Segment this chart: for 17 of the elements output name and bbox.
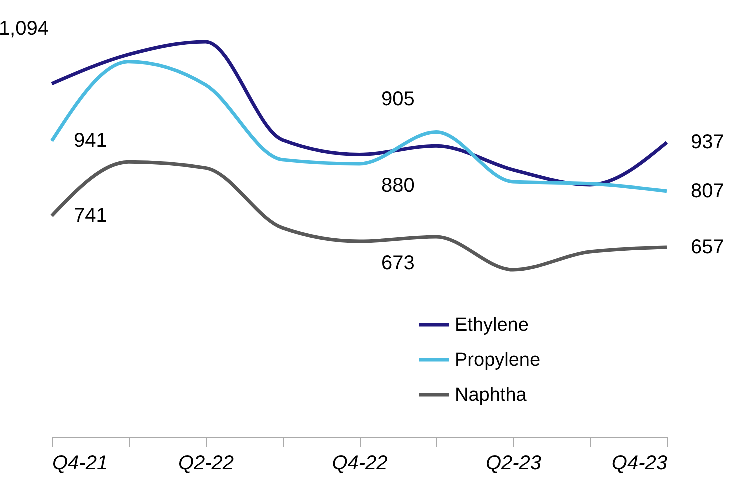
- data-label: 1,094: [0, 18, 49, 40]
- x-tick-label: Q4-21: [52, 452, 108, 474]
- data-label: 937: [691, 132, 724, 154]
- x-tick-label: Q4-23: [612, 452, 668, 474]
- data-label: 673: [382, 252, 415, 275]
- legend-label: Propylene: [455, 350, 541, 371]
- data-label: 741: [74, 205, 108, 228]
- data-label: 880: [382, 175, 415, 198]
- x-tick-label: Q4-22: [332, 452, 388, 474]
- data-label: 807: [691, 180, 724, 202]
- x-tick-label: Q2-22: [178, 452, 234, 474]
- x-tick-label: Q2-23: [486, 452, 542, 474]
- legend-label: Naphtha: [455, 385, 528, 406]
- data-label: 657: [691, 236, 724, 259]
- legend-label: Ethylene: [455, 315, 529, 336]
- data-label: 905: [382, 88, 415, 111]
- data-label: 941: [74, 130, 108, 152]
